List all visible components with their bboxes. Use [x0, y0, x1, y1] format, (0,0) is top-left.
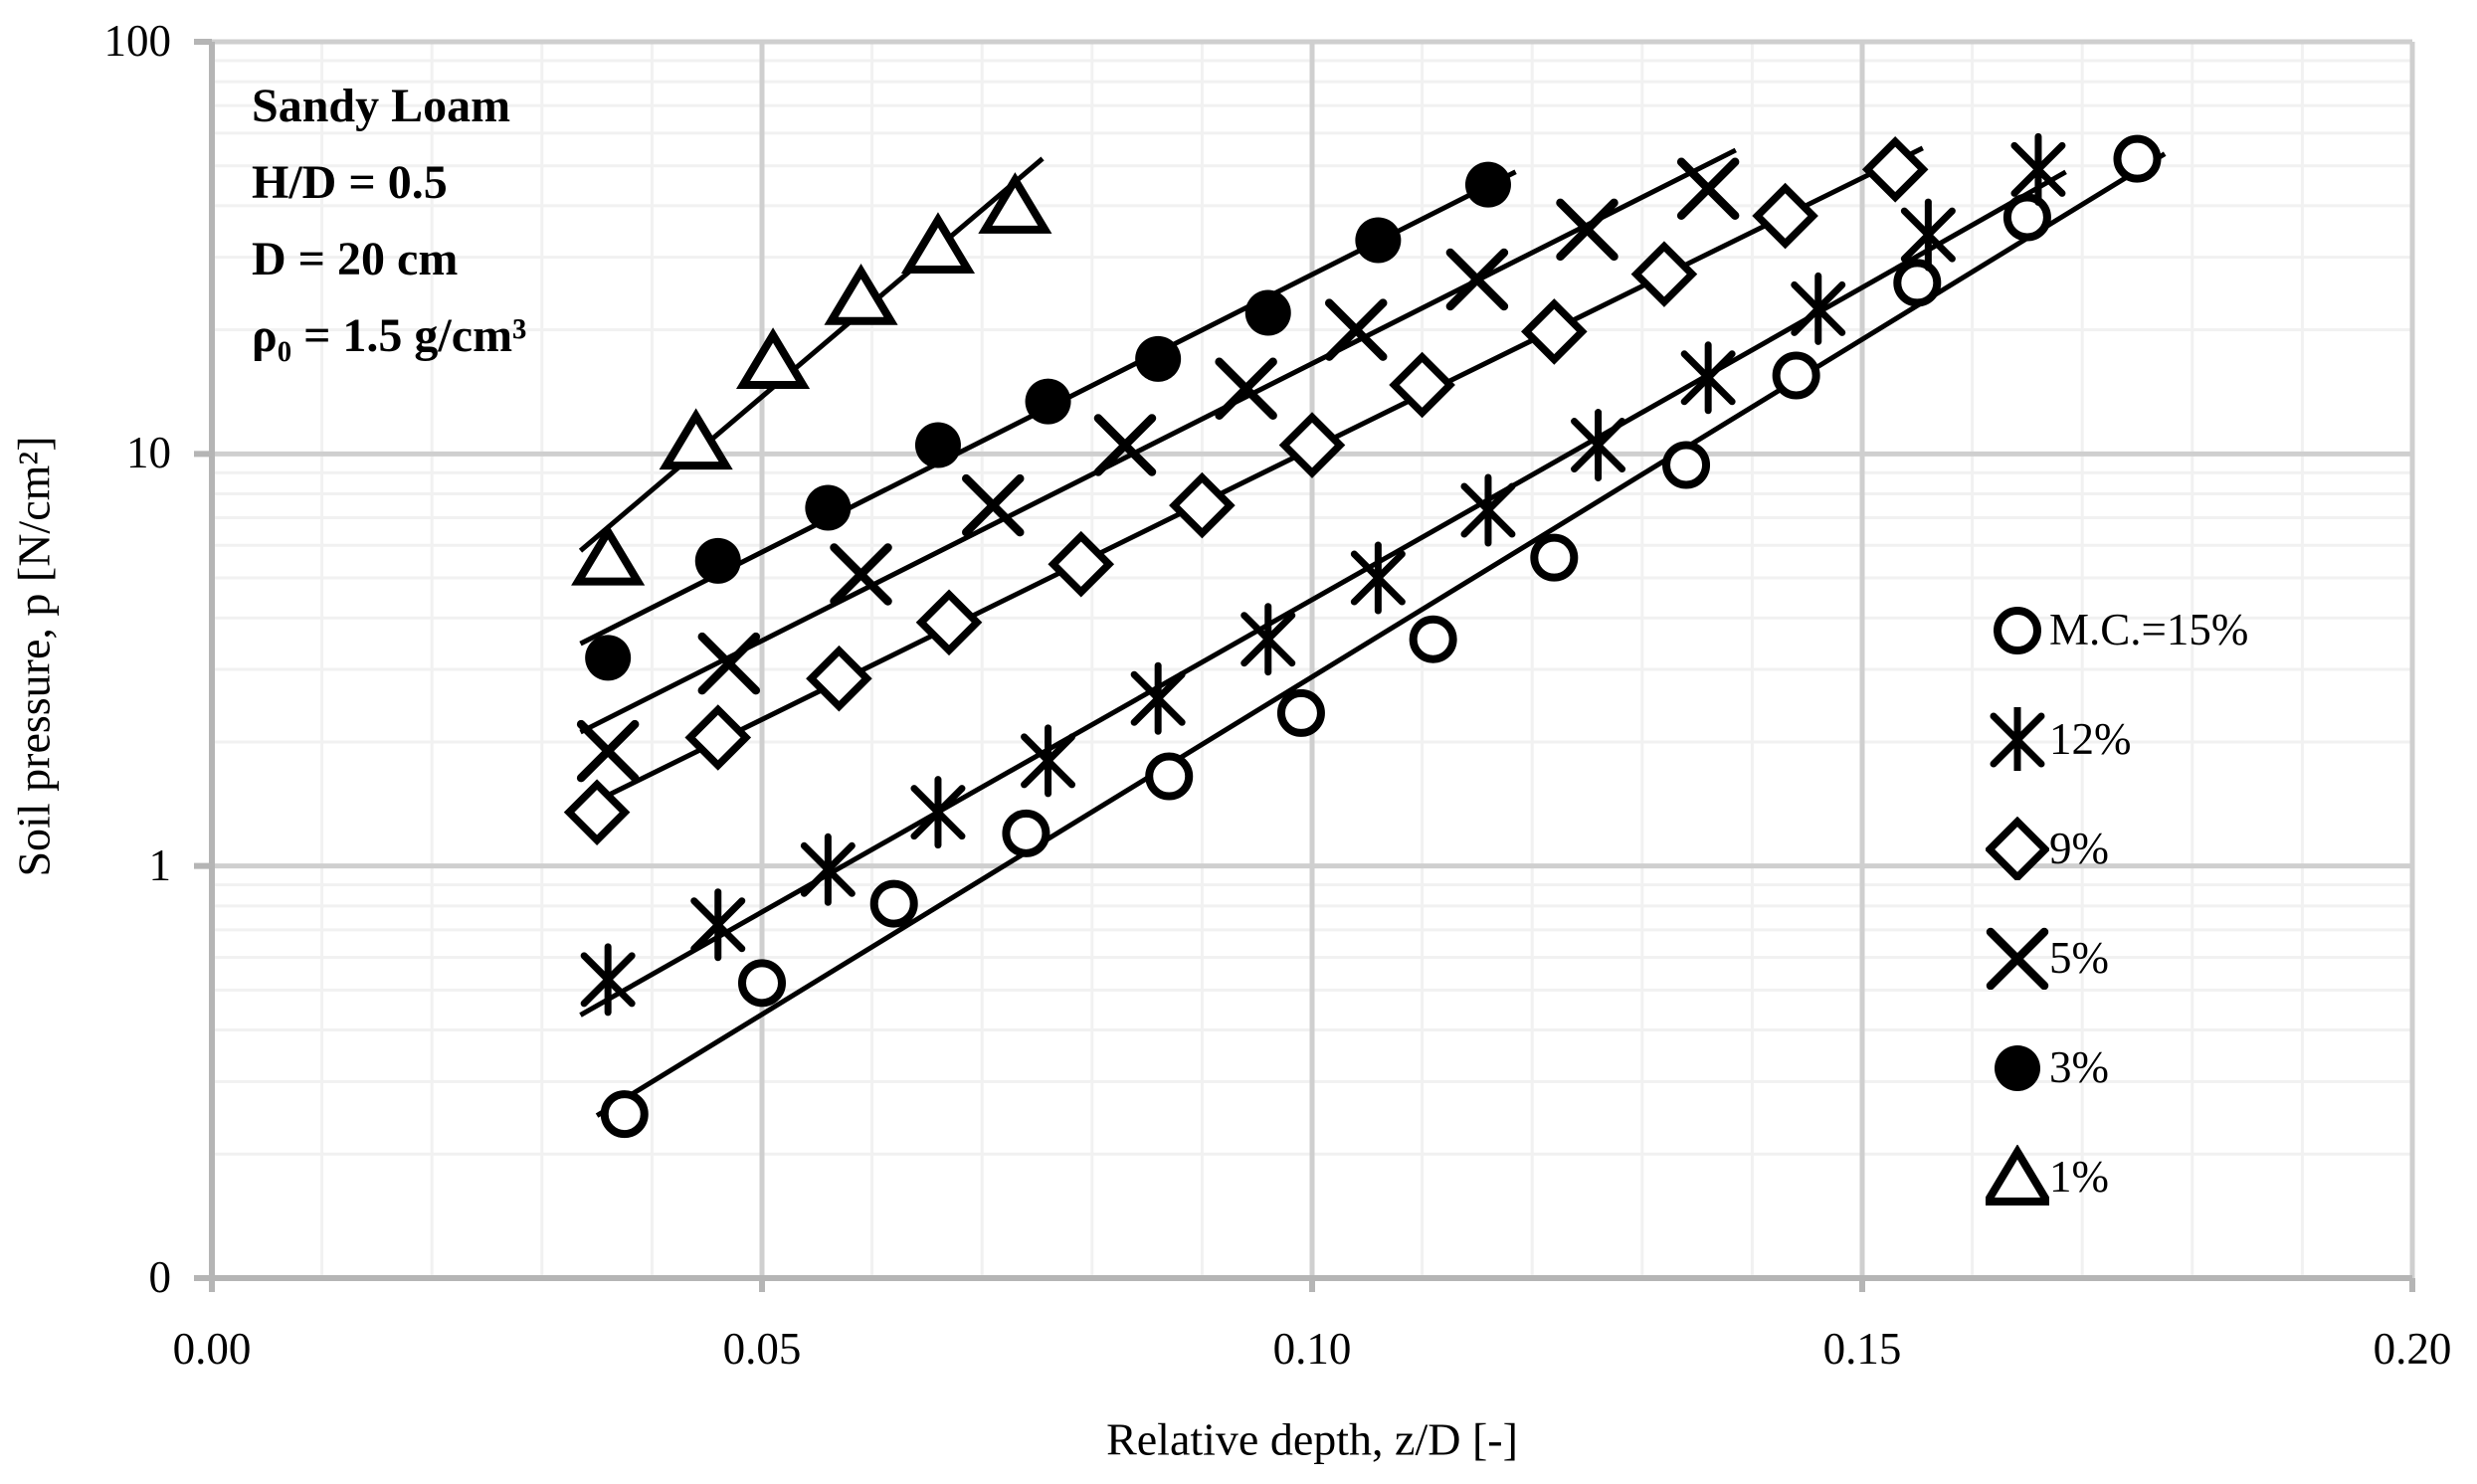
marker-circle-filled [585, 635, 632, 681]
marker-diamond-open [1861, 136, 1929, 203]
marker-x-cross [962, 473, 1025, 537]
marker-circle-open [1145, 752, 1194, 801]
x-axis-title: Relative depth, z/D [-] [1106, 1413, 1518, 1465]
marker-circle-filled [805, 484, 852, 531]
marker-x-cross [1324, 298, 1388, 361]
marker-diamond-open [1169, 471, 1236, 539]
marker-circle-open [2113, 134, 2162, 183]
marker-circle-filled [1135, 335, 1182, 382]
y-tick-label: 0 [148, 1251, 172, 1302]
x-tick-label: 0.05 [722, 1324, 802, 1374]
marker-diamond-open [915, 589, 983, 656]
marker-circle-filled [1464, 161, 1511, 208]
marker-diamond-open [563, 779, 631, 845]
marker-circle-open [869, 879, 918, 928]
marker-star6 [690, 888, 746, 962]
marker-star6 [580, 943, 636, 1017]
marker-circle-open [1276, 688, 1325, 737]
marker-circle-filled [1355, 217, 1402, 264]
marker-star6 [1350, 541, 1406, 615]
marker-diamond-open [1389, 351, 1455, 419]
marker-star6 [1460, 473, 1516, 547]
annotation-density: ρ₀ = 1.5 g/cm³ [252, 309, 527, 362]
marker-star6 [910, 776, 966, 849]
y-tick-label: 1 [148, 839, 172, 890]
marker-x-cross [697, 632, 761, 695]
marker-circle-filled [694, 537, 741, 584]
marker-circle-filled [1025, 378, 1071, 425]
y-tick-label: 10 [126, 428, 171, 478]
x-tick-label: 0.15 [1822, 1324, 1902, 1374]
x-tick-label: 0.10 [1272, 1324, 1352, 1374]
marker-circle-open [1409, 615, 1457, 663]
marker-triangle-open [978, 172, 1052, 234]
marker-triangle-open [659, 408, 733, 470]
marker-x-cross [1445, 248, 1509, 311]
marker-star6 [1791, 272, 1846, 345]
axis-lines-and-ticks [194, 39, 2415, 1292]
annotation-block: Sandy Loam H/D = 0.5 D = 20 cm ρ₀ = 1.5 … [252, 68, 526, 374]
marker-diamond-open [1048, 530, 1115, 598]
marker-circle-open [600, 1090, 649, 1139]
marker-star6 [1240, 603, 1296, 676]
marker-star6 [1021, 724, 1076, 798]
marker-circle-open [1662, 441, 1711, 489]
marker-diamond-open [1752, 182, 1818, 250]
marker-x-cross [1556, 198, 1619, 262]
marker-star6 [1571, 409, 1626, 482]
marker-star6 [1130, 661, 1186, 735]
data-markers [563, 132, 2162, 1139]
marker-x-cross [1215, 357, 1277, 420]
marker-triangle-open [824, 264, 898, 325]
marker-diamond-open [1521, 298, 1588, 365]
y-tick-label: 100 [103, 15, 172, 66]
marker-x-cross [1093, 414, 1157, 476]
annotation-soil-type: Sandy Loam [252, 80, 511, 132]
marker-circle-open [1002, 809, 1050, 857]
marker-triangle-open [900, 212, 976, 275]
marker-circle-filled [914, 422, 961, 468]
marker-star6 [1900, 198, 1956, 272]
marker-x-cross [830, 543, 892, 606]
y-axis-title: Soil pressure, p [N/cm²] [8, 436, 60, 877]
marker-diamond-open [1278, 412, 1346, 478]
marker-circle-open [1772, 351, 1820, 400]
marker-circle-filled [1244, 289, 1291, 336]
marker-star6 [800, 833, 856, 906]
marker-circle-open [738, 959, 786, 1008]
annotation-diameter: D = 20 cm [252, 233, 459, 285]
marker-circle-open [1530, 533, 1579, 582]
x-tick-label: 0.00 [172, 1324, 252, 1374]
marker-x-cross [1676, 157, 1740, 220]
marker-triangle-open [735, 327, 811, 389]
marker-star6 [1680, 341, 1736, 415]
marker-x-cross [576, 719, 640, 783]
marker-star6 [2010, 132, 2066, 206]
x-tick-label: 0.20 [2373, 1324, 2452, 1374]
annotation-hd-ratio: H/D = 0.5 [252, 156, 448, 209]
marker-diamond-open [684, 704, 752, 771]
marker-diamond-open [806, 645, 872, 712]
marker-circle-open [1893, 259, 1942, 307]
marker-triangle-open [571, 523, 646, 586]
marker-diamond-open [1630, 241, 1698, 307]
marker-circle-open [2002, 193, 2051, 242]
